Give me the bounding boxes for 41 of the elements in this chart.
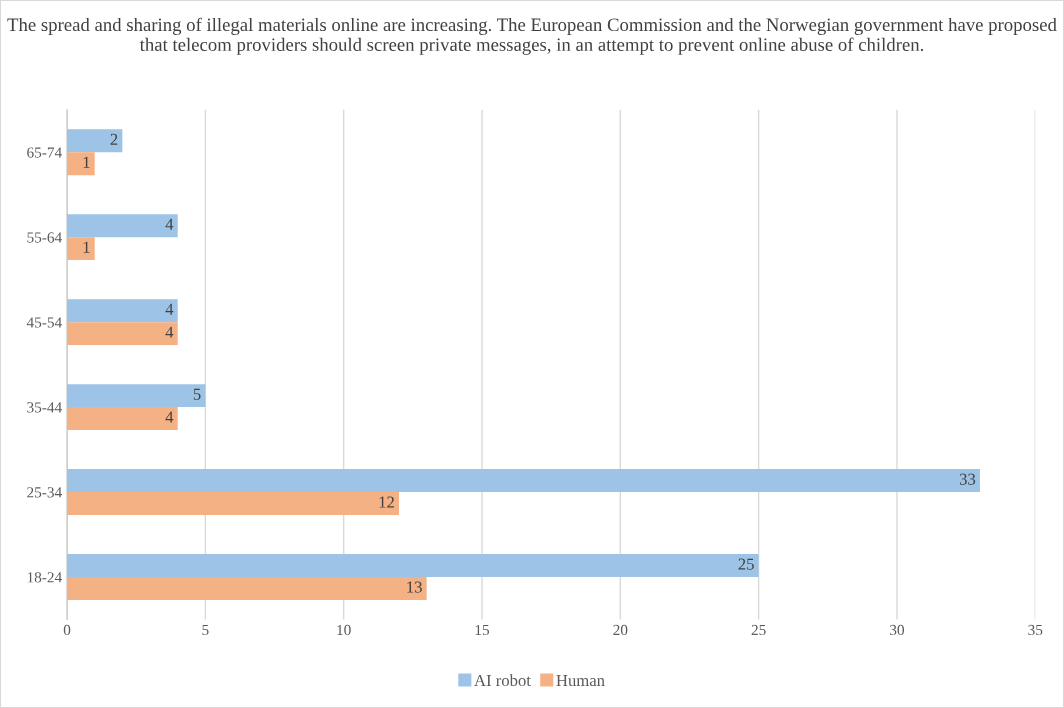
bar bbox=[67, 214, 178, 238]
y-tick-label: 35-44 bbox=[27, 402, 62, 413]
data-label: 12 bbox=[379, 496, 394, 508]
y-tick-label: 25-34 bbox=[27, 487, 62, 498]
x-tick-label: 30 bbox=[890, 624, 905, 636]
data-label: 4 bbox=[165, 303, 174, 315]
x-tick-label: 0 bbox=[63, 624, 71, 636]
data-label: 4 bbox=[165, 218, 174, 230]
x-tick-label: 35 bbox=[1028, 624, 1043, 636]
bar bbox=[67, 299, 178, 323]
x-tick-label: 5 bbox=[202, 624, 209, 636]
data-label: 2 bbox=[110, 133, 118, 145]
x-tick-label: 15 bbox=[475, 624, 490, 636]
bar bbox=[67, 554, 759, 578]
data-label: 1 bbox=[83, 156, 90, 168]
bar bbox=[67, 577, 427, 600]
bar bbox=[67, 322, 178, 346]
x-tick-label: 10 bbox=[337, 624, 351, 636]
bar bbox=[67, 384, 206, 408]
y-tick-label: 45-54 bbox=[26, 317, 62, 328]
bar bbox=[67, 492, 399, 515]
bar bbox=[67, 237, 95, 261]
y-tick-label: 18-24 bbox=[27, 572, 62, 583]
data-label: 5 bbox=[193, 388, 201, 400]
y-tick-label: 55-64 bbox=[27, 232, 62, 243]
bar bbox=[67, 129, 123, 153]
x-tick-label: 25 bbox=[751, 624, 766, 636]
legend-label: AI robot bbox=[474, 674, 531, 687]
data-label: 4 bbox=[165, 411, 174, 423]
data-label: 25 bbox=[738, 558, 754, 570]
y-tick-label: 65-74 bbox=[27, 147, 62, 158]
legend-label: Human bbox=[556, 675, 605, 687]
data-label: 4 bbox=[165, 326, 174, 338]
x-tick-label: 20 bbox=[613, 624, 628, 636]
data-label: 13 bbox=[407, 581, 422, 593]
bar bbox=[67, 469, 980, 493]
chart-title: The spread and sharing of illegal materials online are increasing. The European Commission and the Norwegian government have proposed that telecom providers should screen private messages, in an attempt to prevent online abuse of children. bbox=[7, 17, 1057, 55]
bar bbox=[67, 407, 178, 431]
bar bbox=[67, 152, 95, 176]
data-label: 33 bbox=[959, 473, 976, 485]
data-label: 1 bbox=[83, 241, 90, 253]
